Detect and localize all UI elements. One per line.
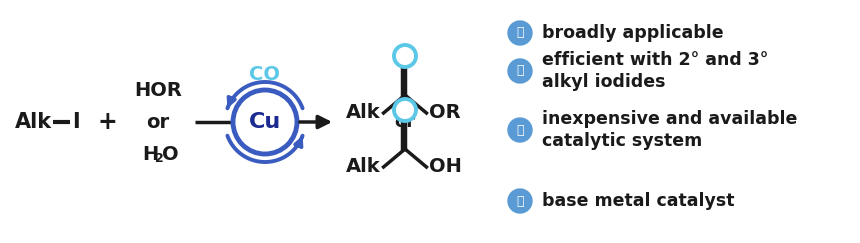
Text: H: H [142, 145, 158, 164]
Circle shape [508, 59, 532, 83]
Circle shape [508, 21, 532, 45]
Text: Alk: Alk [15, 112, 52, 132]
Circle shape [394, 45, 416, 67]
Text: base metal catalyst: base metal catalyst [542, 192, 734, 210]
Text: OH: OH [429, 157, 463, 176]
Text: inexpensive and available
catalytic system: inexpensive and available catalytic syst… [542, 110, 797, 150]
Text: Cu: Cu [249, 112, 281, 132]
Circle shape [394, 99, 416, 121]
Circle shape [508, 189, 532, 213]
Text: broadly applicable: broadly applicable [542, 24, 723, 42]
Text: or: or [395, 113, 415, 131]
Text: 👍: 👍 [516, 64, 524, 78]
Text: Alk: Alk [346, 157, 381, 176]
Text: 👍: 👍 [516, 123, 524, 137]
Text: HOR: HOR [134, 80, 182, 99]
Text: Alk: Alk [346, 104, 381, 122]
Circle shape [508, 118, 532, 142]
Text: or: or [146, 113, 169, 131]
Text: 2: 2 [155, 153, 163, 165]
Circle shape [233, 90, 297, 154]
Text: 👍: 👍 [516, 26, 524, 40]
Text: +: + [97, 110, 117, 134]
Text: CO: CO [249, 64, 280, 84]
Text: efficient with 2° and 3°
alkyl iodides: efficient with 2° and 3° alkyl iodides [542, 51, 768, 91]
Text: 👍: 👍 [516, 194, 524, 208]
Text: I: I [72, 112, 80, 132]
Text: O: O [162, 145, 179, 164]
Text: OR: OR [429, 104, 461, 122]
